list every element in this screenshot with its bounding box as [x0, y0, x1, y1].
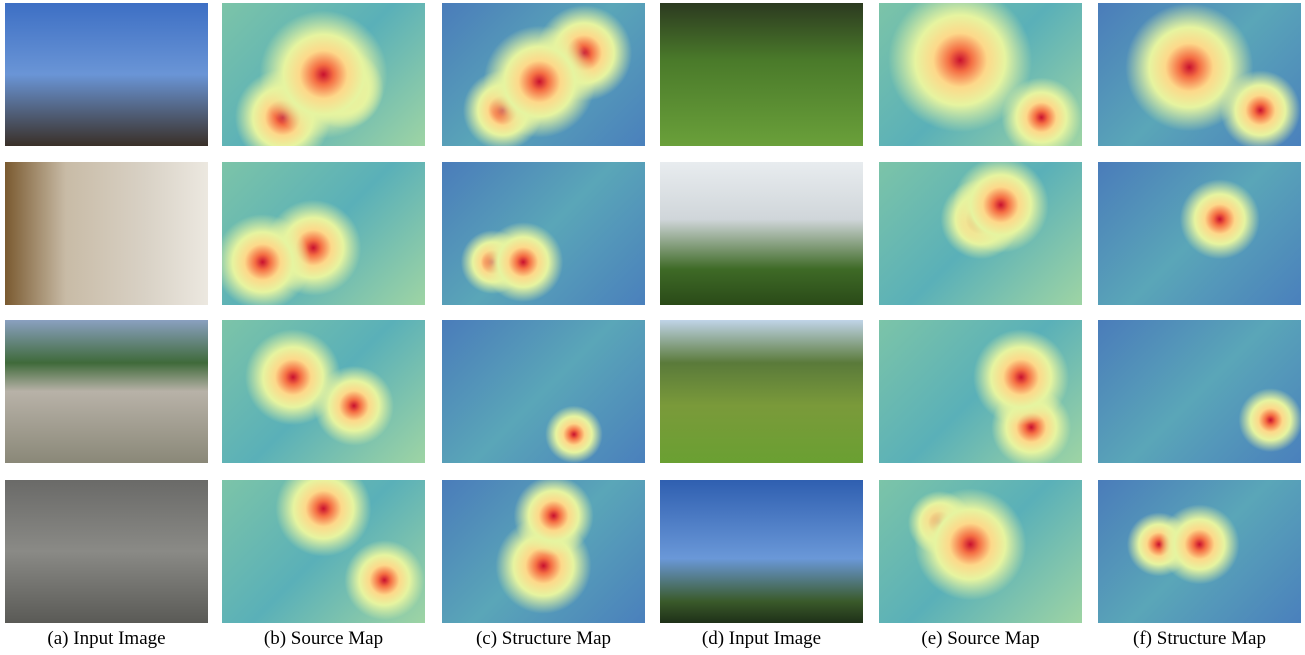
figure: (a) Input Image (b) Source Map (c) Struc…	[0, 0, 1305, 655]
input-image	[660, 3, 863, 146]
source-map	[222, 3, 425, 146]
input-image	[5, 162, 208, 305]
source-map	[222, 320, 425, 463]
source-map	[222, 480, 425, 623]
input-image	[5, 480, 208, 623]
structure-map	[442, 3, 645, 146]
structure-map	[442, 320, 645, 463]
source-map	[879, 480, 1082, 623]
structure-map	[1098, 162, 1301, 305]
input-image	[660, 162, 863, 305]
input-image	[660, 320, 863, 463]
structure-map	[442, 162, 645, 305]
source-map	[222, 162, 425, 305]
source-map	[879, 320, 1082, 463]
input-image	[660, 480, 863, 623]
source-map	[879, 3, 1082, 146]
caption: (f) Structure Map	[1098, 628, 1301, 650]
caption: (a) Input Image	[5, 628, 208, 650]
structure-map	[1098, 480, 1301, 623]
source-map	[879, 162, 1082, 305]
caption: (d) Input Image	[660, 628, 863, 650]
input-image	[5, 320, 208, 463]
structure-map	[1098, 3, 1301, 146]
structure-map	[1098, 320, 1301, 463]
structure-map	[442, 480, 645, 623]
caption: (b) Source Map	[222, 628, 425, 650]
caption: (e) Source Map	[879, 628, 1082, 650]
input-image	[5, 3, 208, 146]
caption: (c) Structure Map	[442, 628, 645, 650]
